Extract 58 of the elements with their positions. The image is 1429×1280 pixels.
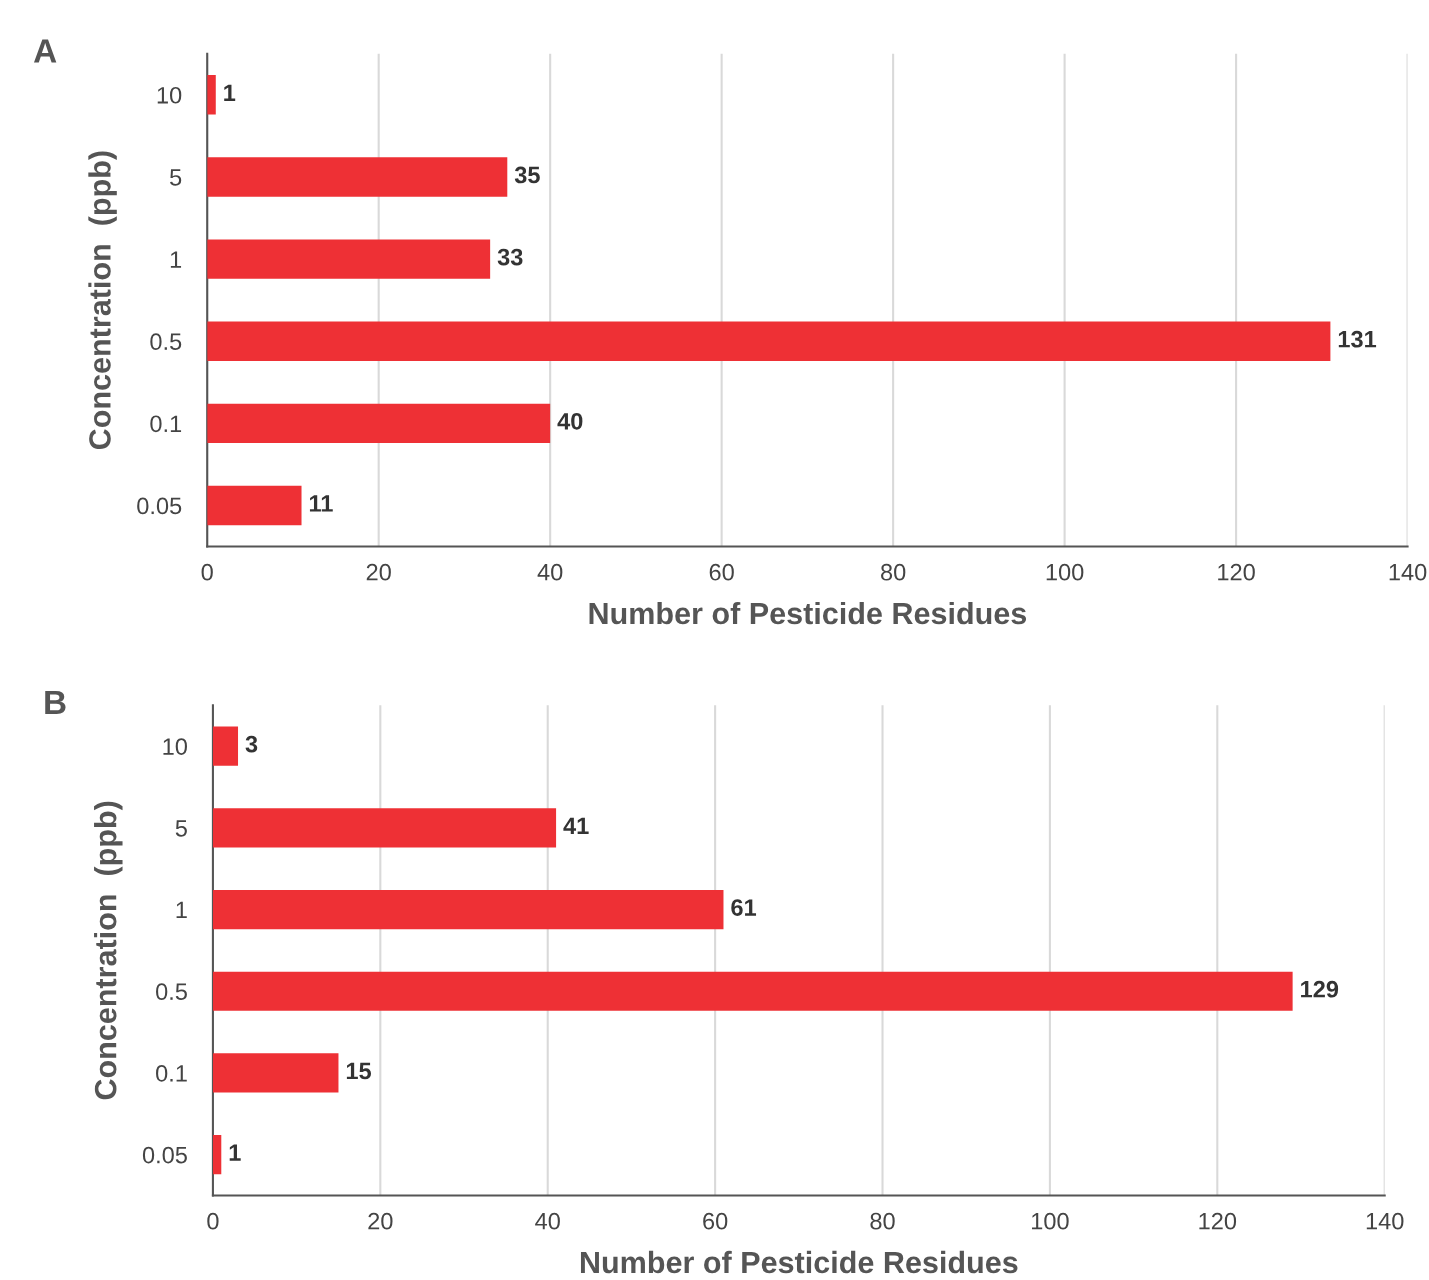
data-label: 15 [346,1062,372,1080]
y-tick-label: 0.05 [142,1146,187,1164]
x-axis-title: Number of Pesticide Residues [589,601,1027,625]
x-tick-label: 120 [1218,563,1255,581]
x-tick-label: 20 [366,563,391,581]
bar [207,321,1331,361]
bar [212,889,724,930]
data-label: 40 [557,412,583,430]
bar [212,971,1293,1011]
chart-title: A [33,39,57,63]
y-axis-title: Concentration (ppb) [88,151,117,450]
x-tick-label: 120 [1199,1212,1237,1230]
x-tick-label: 140 [1389,563,1427,581]
y-tick-label: 10 [157,86,182,104]
y-tick-label: 1 [176,901,187,919]
bar [207,157,508,197]
y-tick-label: 0.5 [150,333,182,351]
data-label: 35 [514,166,540,184]
y-tick-label: 1 [170,251,182,268]
x-tick-label: 40 [537,563,563,581]
bar [207,75,216,115]
x-tick-label: 80 [881,563,906,581]
bar [207,485,302,526]
y-tick-label: 0.5 [156,983,187,1001]
data-label: 1 [224,84,236,101]
x-tick-label: 0 [201,563,213,581]
data-label: 1 [229,1144,241,1161]
x-tick-label: 140 [1366,1212,1404,1230]
x-tick-label: 60 [703,1212,728,1230]
data-label: 3 [245,735,258,753]
data-label: 129 [1301,980,1339,998]
x-tick-label: 0 [207,1212,219,1230]
data-label: 11 [309,495,333,512]
chart-title: B [45,690,66,714]
data-label: 131 [1338,330,1377,348]
y-tick-label: 0.1 [156,1065,187,1082]
x-tick-label: 60 [709,563,734,581]
bar [212,1053,339,1093]
data-label: 61 [731,899,757,916]
y-tick-label: 5 [170,169,182,186]
bar [212,1135,222,1175]
x-tick-label: 80 [870,1212,895,1230]
data-label: 41 [563,817,589,834]
bar [212,726,239,766]
y-tick-label: 5 [175,820,187,837]
y-tick-label: 0.1 [150,415,182,433]
x-tick-label: 40 [535,1212,560,1230]
x-tick-label: 20 [368,1212,393,1230]
bar [212,808,557,848]
y-tick-label: 0.05 [137,497,182,515]
x-tick-label: 100 [1046,563,1084,581]
y-tick-label: 10 [163,738,187,755]
data-label: 33 [497,248,523,266]
y-axis-title: Concentration (ppb) [94,801,123,1100]
bar [207,403,551,444]
bar [207,239,491,279]
x-tick-label: 100 [1032,1212,1069,1230]
x-axis-title: Number of Pesticide Residues [580,1250,1018,1274]
